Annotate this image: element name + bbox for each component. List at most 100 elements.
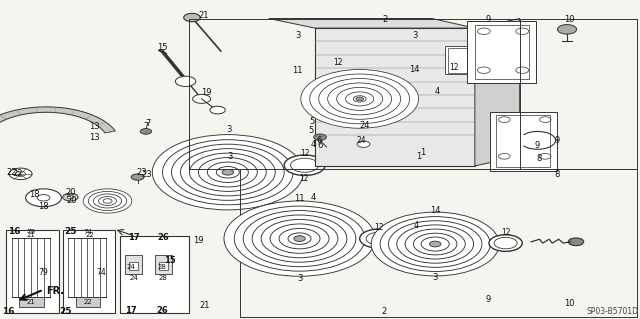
- Circle shape: [93, 194, 122, 208]
- Text: 26: 26: [157, 234, 169, 242]
- Circle shape: [9, 168, 32, 180]
- Circle shape: [557, 25, 577, 34]
- Circle shape: [388, 221, 482, 267]
- Text: 21: 21: [198, 11, 209, 20]
- Circle shape: [83, 189, 132, 213]
- Text: 12: 12: [374, 223, 383, 232]
- Circle shape: [429, 241, 441, 247]
- Circle shape: [243, 211, 356, 267]
- Circle shape: [371, 212, 499, 276]
- Text: 74: 74: [96, 268, 106, 277]
- Text: 2: 2: [381, 308, 387, 316]
- Text: 8: 8: [554, 170, 559, 179]
- Text: 10: 10: [564, 299, 575, 308]
- Circle shape: [356, 97, 364, 101]
- Text: 1: 1: [417, 152, 422, 161]
- Text: 15: 15: [157, 43, 167, 52]
- Bar: [475, 25, 529, 79]
- Text: 20: 20: [65, 188, 76, 197]
- Text: 24: 24: [129, 275, 138, 280]
- Circle shape: [140, 129, 152, 134]
- Text: 23: 23: [142, 170, 152, 179]
- Text: 3: 3: [227, 125, 232, 134]
- Text: FR.: FR.: [46, 286, 64, 296]
- Polygon shape: [315, 28, 475, 166]
- Bar: [448, 48, 472, 73]
- Circle shape: [234, 206, 365, 271]
- Text: 22: 22: [6, 168, 17, 177]
- Bar: [125, 255, 142, 274]
- Circle shape: [413, 233, 457, 255]
- Text: 18: 18: [29, 190, 40, 199]
- Circle shape: [314, 134, 326, 140]
- Circle shape: [224, 201, 375, 276]
- Text: 24: 24: [356, 136, 367, 145]
- Text: 25: 25: [64, 227, 77, 236]
- Text: 13: 13: [90, 133, 100, 142]
- Text: 4: 4: [413, 221, 419, 230]
- Text: 5: 5: [310, 117, 315, 126]
- Text: 22: 22: [13, 169, 23, 178]
- Text: 28: 28: [159, 275, 168, 280]
- Circle shape: [360, 229, 398, 248]
- Text: 22: 22: [83, 299, 92, 305]
- Circle shape: [288, 233, 311, 244]
- Text: 7: 7: [143, 122, 148, 131]
- Text: 2: 2: [383, 15, 388, 24]
- Circle shape: [210, 106, 225, 114]
- Circle shape: [67, 196, 74, 199]
- Text: 11: 11: [294, 194, 305, 203]
- Text: 12: 12: [450, 63, 459, 72]
- Text: 12: 12: [300, 174, 308, 182]
- Text: 24: 24: [127, 264, 136, 270]
- Circle shape: [193, 94, 211, 103]
- Text: 21: 21: [200, 301, 210, 310]
- Circle shape: [489, 235, 522, 251]
- Text: 3: 3: [433, 273, 438, 282]
- Text: 18: 18: [38, 202, 49, 211]
- Text: 14: 14: [430, 206, 440, 215]
- Text: 19: 19: [201, 88, 211, 97]
- Circle shape: [261, 219, 338, 258]
- Bar: [490, 112, 557, 171]
- Text: 8: 8: [536, 154, 541, 163]
- Text: 17: 17: [128, 234, 140, 242]
- Polygon shape: [269, 19, 475, 28]
- Polygon shape: [475, 19, 520, 166]
- Text: 79: 79: [38, 268, 49, 277]
- Text: 28: 28: [157, 264, 166, 270]
- Text: 15: 15: [164, 256, 175, 265]
- Circle shape: [397, 225, 474, 263]
- Text: 3: 3: [295, 31, 300, 40]
- Circle shape: [63, 193, 78, 201]
- Circle shape: [380, 217, 490, 271]
- Text: 74: 74: [83, 229, 92, 235]
- Circle shape: [328, 83, 392, 115]
- Text: 9: 9: [535, 141, 540, 150]
- Text: 5: 5: [308, 126, 314, 135]
- Text: 3: 3: [297, 274, 302, 283]
- Circle shape: [421, 237, 449, 251]
- Circle shape: [180, 149, 275, 196]
- Circle shape: [346, 92, 374, 106]
- Circle shape: [103, 199, 112, 203]
- Circle shape: [175, 76, 196, 86]
- Circle shape: [189, 153, 266, 191]
- Text: 24: 24: [360, 121, 370, 130]
- Text: 7: 7: [146, 119, 151, 128]
- Circle shape: [163, 140, 293, 205]
- Text: 12: 12: [300, 149, 309, 158]
- Text: 4: 4: [311, 193, 316, 202]
- Text: 9: 9: [485, 15, 490, 24]
- Bar: [76, 297, 100, 307]
- Circle shape: [152, 135, 303, 210]
- Bar: [120, 236, 189, 313]
- Circle shape: [279, 228, 320, 249]
- Circle shape: [319, 78, 401, 119]
- Bar: [63, 230, 115, 313]
- Circle shape: [405, 229, 465, 259]
- Text: 22: 22: [85, 233, 94, 238]
- Circle shape: [99, 197, 116, 205]
- Bar: [6, 230, 59, 313]
- Circle shape: [172, 144, 284, 200]
